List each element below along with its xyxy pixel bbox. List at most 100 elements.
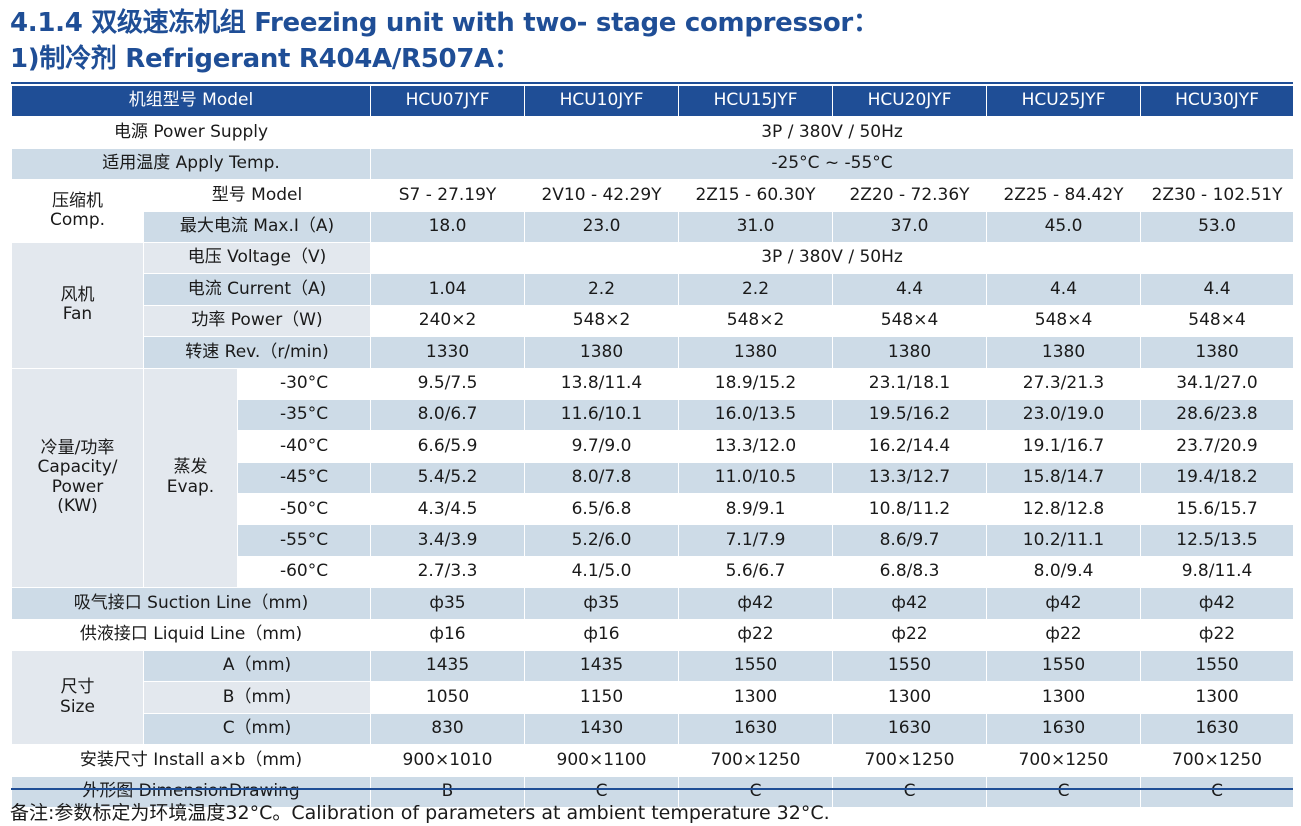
table-top-rule <box>11 82 1293 84</box>
power-supply-value: 3P / 380V / 50Hz <box>370 116 1295 149</box>
table-cell: 8.9/9.1 <box>678 493 834 526</box>
table-cell: 11.6/10.1 <box>524 398 680 432</box>
footnote: 备注:参数标定为环境温度32°C。Calibration of paramete… <box>10 802 830 824</box>
table-cell: ф42 <box>986 587 1142 620</box>
temp-label: -50°C <box>236 493 372 526</box>
row-label: 型号 Model <box>142 179 372 212</box>
table-cell: ф22 <box>986 618 1142 652</box>
table-cell: 11.0/10.5 <box>678 461 834 495</box>
table-cell: 2.7/3.3 <box>370 555 526 589</box>
table-cell: 16.2/14.4 <box>832 430 988 463</box>
table-cell: C <box>524 775 680 808</box>
model-column-header: HCU20JYF <box>832 84 988 118</box>
fan-group-label: 风机 Fan <box>11 241 144 369</box>
table-cell: C <box>832 775 988 808</box>
capacity-row: -55°C 3.4/3.9 5.2/6.0 7.1/7.9 8.6/9.7 10… <box>12 524 1295 557</box>
table-cell: 900×1100 <box>524 744 680 777</box>
table-cell: 9.5/7.5 <box>370 367 526 400</box>
table-cell: 10.2/11.1 <box>986 524 1142 557</box>
table-cell: ф16 <box>524 618 680 652</box>
temp-label: -30°C <box>236 367 372 400</box>
table-cell: 37.0 <box>832 210 988 243</box>
table-cell: 2.2 <box>678 273 834 306</box>
table-cell: 8.0/7.8 <box>524 461 680 495</box>
evap-group-label: 蒸发 Evap. <box>143 367 238 589</box>
table-cell: 1300 <box>832 681 988 714</box>
drawing-row: 外形图 DimensionDrawing B C C C C C <box>10 775 1295 808</box>
temp-label: -45°C <box>236 461 372 495</box>
table-cell: ф22 <box>678 618 834 652</box>
capacity-row: 冷量/功率 Capacity/ Power (KW) 蒸发 Evap. -30°… <box>11 367 1295 589</box>
table-cell: 16.0/13.5 <box>678 398 834 432</box>
row-label: 最大电流 Max.I（A) <box>142 210 372 243</box>
refrigerant-subtitle: 1)制冷剂 Refrigerant R404A/R507A： <box>10 44 520 74</box>
fan-voltage-row: 风机 Fan 电压 Voltage（V) 3P / 380V / 50Hz <box>11 241 1295 369</box>
model-column-header: HCU30JYF <box>1140 84 1295 118</box>
section-title: 4.1.4 双级速冻机组 Freezing unit with two- sta… <box>10 8 879 38</box>
table-cell: 1430 <box>524 712 680 746</box>
table-cell: 1550 <box>832 650 988 683</box>
table-cell: 1435 <box>524 650 680 683</box>
table-cell: 1300 <box>1140 681 1295 714</box>
fan-power-row: 功率 Power（W) 240×2 548×2 548×2 548×4 548×… <box>12 304 1295 338</box>
table-cell: 2Z15 - 60.30Y <box>678 179 834 212</box>
table-cell: 18.0 <box>370 210 526 243</box>
compressor-model-row: 压缩机 Comp. 型号 Model S7 - 27.19Y 2V10 - 42… <box>11 179 1295 243</box>
spec-table: 机组型号 Model HCU07JYF HCU10JYF HCU15JYF HC… <box>10 84 1295 808</box>
row-label: 电源 Power Supply <box>10 116 372 149</box>
temp-label: -40°C <box>236 430 372 463</box>
table-cell: 548×2 <box>524 304 680 338</box>
capacity-row: -40°C 6.6/5.9 9.7/9.0 13.3/12.0 16.2/14.… <box>12 430 1295 463</box>
table-cell: 1300 <box>678 681 834 714</box>
table-cell: 4.4 <box>832 273 988 306</box>
row-label: A（mm) <box>142 650 372 683</box>
table-cell: 548×4 <box>986 304 1142 338</box>
row-label: 电流 Current（A) <box>142 273 372 306</box>
table-cell: 548×4 <box>832 304 988 338</box>
table-cell: 2.2 <box>524 273 680 306</box>
capacity-row: -50°C 4.3/4.5 6.5/6.8 8.9/9.1 10.8/11.2 … <box>12 493 1295 526</box>
table-cell: 1380 <box>986 336 1142 369</box>
table-header-row: 机组型号 Model HCU07JYF HCU10JYF HCU15JYF HC… <box>10 84 1295 118</box>
apply-temp-row: 适用温度 Apply Temp. -25°C ~ -55°C <box>10 147 1295 181</box>
table-cell: 240×2 <box>370 304 526 338</box>
table-cell: 4.4 <box>1140 273 1295 306</box>
row-label: 吸气接口 Suction Line（mm) <box>10 587 372 620</box>
model-column-header: HCU07JYF <box>370 84 526 118</box>
table-cell: ф42 <box>832 587 988 620</box>
table-cell: 1630 <box>1140 712 1295 746</box>
table-cell: 5.2/6.0 <box>524 524 680 557</box>
table-cell: ф22 <box>1140 618 1295 652</box>
table-cell: 1630 <box>986 712 1142 746</box>
fan-rev-row: 转速 Rev.（r/min) 1330 1380 1380 1380 1380 … <box>12 336 1295 369</box>
table-cell: 8.0/9.4 <box>986 555 1142 589</box>
compressor-maxi-row: 最大电流 Max.I（A) 18.0 23.0 31.0 37.0 45.0 5… <box>12 210 1295 243</box>
table-cell: 19.1/16.7 <box>986 430 1142 463</box>
table-cell: 8.0/6.7 <box>370 398 526 432</box>
row-label: C（mm) <box>142 712 372 746</box>
table-cell: 27.3/21.3 <box>986 367 1142 400</box>
table-cell: 19.4/18.2 <box>1140 461 1295 495</box>
capacity-group-label: 冷量/功率 Capacity/ Power (KW) <box>11 367 144 589</box>
table-cell: 1435 <box>370 650 526 683</box>
table-cell: 2Z30 - 102.51Y <box>1140 179 1295 212</box>
table-cell: 6.8/8.3 <box>832 555 988 589</box>
table-cell: 1630 <box>678 712 834 746</box>
table-cell: ф22 <box>832 618 988 652</box>
table-cell: 4.4 <box>986 273 1142 306</box>
table-cell: 23.0 <box>524 210 680 243</box>
size-row: B（mm) 1050 1150 1300 1300 1300 1300 <box>12 681 1295 714</box>
table-cell: 19.5/16.2 <box>832 398 988 432</box>
table-cell: S7 - 27.19Y <box>370 179 526 212</box>
table-cell: 2V10 - 42.29Y <box>524 179 680 212</box>
table-cell: 23.1/18.1 <box>832 367 988 400</box>
table-cell: B <box>370 775 526 808</box>
model-header-label: 机组型号 Model <box>10 84 372 118</box>
temp-label: -55°C <box>236 524 372 557</box>
capacity-row: -60°C 2.7/3.3 4.1/5.0 5.6/6.7 6.8/8.3 8.… <box>12 555 1295 589</box>
size-row: C（mm) 830 1430 1630 1630 1630 1630 <box>12 712 1295 746</box>
table-cell: 2Z20 - 72.36Y <box>832 179 988 212</box>
table-cell: 700×1250 <box>678 744 834 777</box>
table-cell: 1380 <box>678 336 834 369</box>
table-cell: 700×1250 <box>1140 744 1295 777</box>
